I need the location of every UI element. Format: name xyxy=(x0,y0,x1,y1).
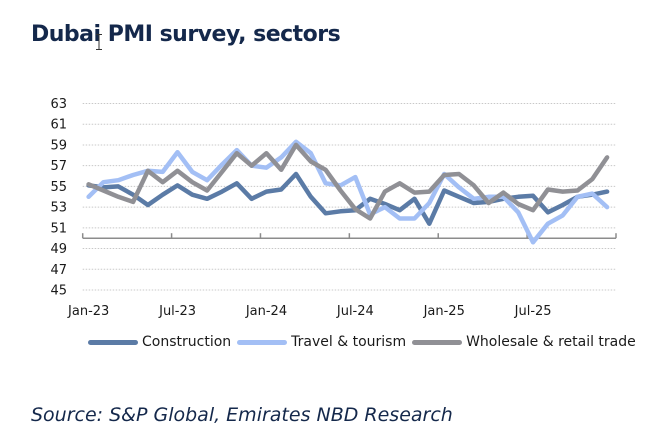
y-tick-label: 45 xyxy=(50,284,67,299)
legend-label: Construction xyxy=(142,334,232,350)
x-tick-label: Jan-23 xyxy=(67,304,109,319)
legend-item-wholesale-retail-trade: Wholesale & retail trade xyxy=(412,334,636,350)
y-tick-label: 63 xyxy=(50,97,67,112)
y-tick-label: 53 xyxy=(50,201,67,216)
series-line-construction xyxy=(86,171,610,226)
series-line-travel-tourism xyxy=(86,139,610,245)
y-tick-label: 47 xyxy=(50,263,67,278)
y-tick-label: 61 xyxy=(50,118,67,133)
x-tick-label: Jul-24 xyxy=(336,304,374,319)
y-tick-label: 59 xyxy=(50,138,67,153)
source-note: Source: S&P Global, Emirates NBD Researc… xyxy=(31,404,453,426)
series-line-wholesale-retail-trade xyxy=(86,142,610,221)
x-tick-label: Jul-25 xyxy=(514,304,552,319)
y-tick-label: 57 xyxy=(50,159,67,174)
y-tick-label: 51 xyxy=(50,221,67,236)
legend-label: Travel & tourism xyxy=(291,334,407,350)
legend-swatch xyxy=(237,339,288,345)
text-cursor-icon xyxy=(96,34,102,50)
legend-swatch xyxy=(88,339,138,345)
x-tick-label: Jan-25 xyxy=(423,304,465,319)
legend-item-construction: Construction xyxy=(88,334,231,350)
legend-label: Wholesale & retail trade xyxy=(466,334,636,350)
x-tick-label: Jul-23 xyxy=(158,304,196,319)
chart-legend: Construction Travel & tourism Wholesale & … xyxy=(88,334,642,350)
legend-swatch xyxy=(412,339,463,345)
y-tick-label: 49 xyxy=(50,242,67,257)
legend-item-travel-tourism: Travel & tourism xyxy=(237,334,406,350)
y-tick-label: 55 xyxy=(50,180,67,195)
x-tick-label: Jan-24 xyxy=(245,304,287,319)
chart-title: Dubai PMI survey, sectors xyxy=(31,22,341,47)
